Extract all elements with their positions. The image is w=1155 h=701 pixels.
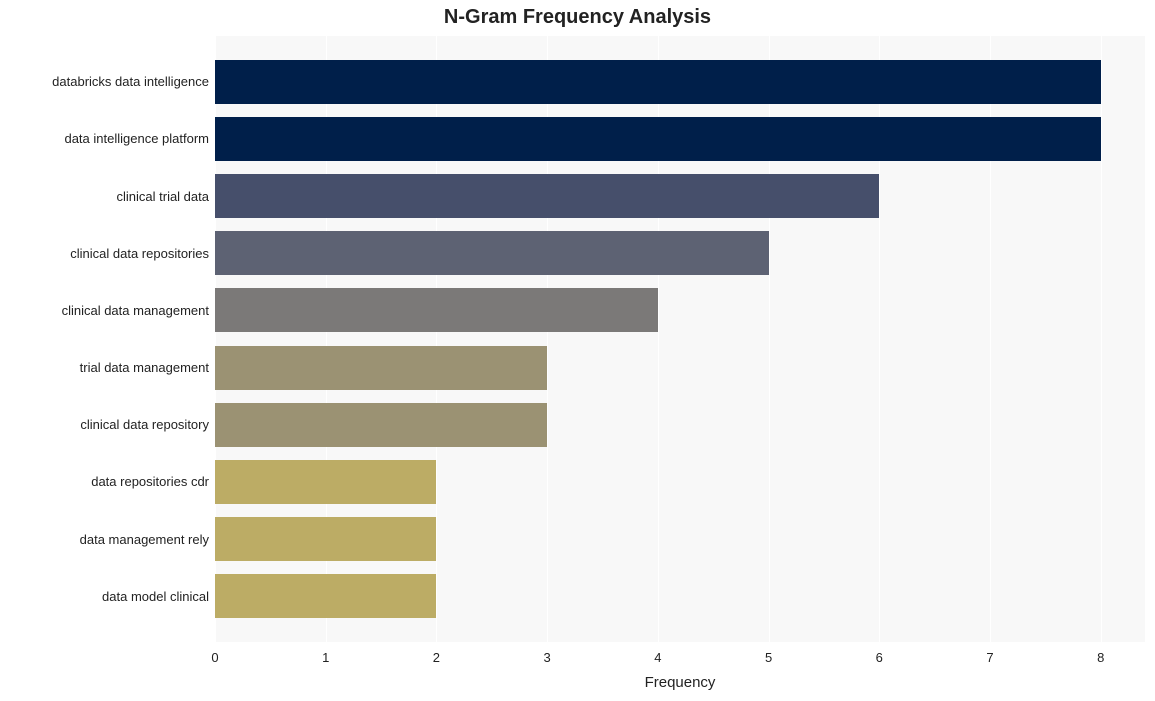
x-tick-label: 5 [765,650,772,665]
x-tick-label: 2 [433,650,440,665]
x-tick-label: 0 [211,650,218,665]
y-tick-label: clinical trial data [117,190,210,203]
y-tick-label: data management rely [80,533,209,546]
y-tick-label: databricks data intelligence [52,75,209,88]
y-tick-label: data model clinical [102,590,209,603]
x-tick-label: 4 [654,650,661,665]
x-tick-label: 7 [986,650,993,665]
ngram-frequency-chart: N-Gram Frequency Analysis Frequency 0 1 2 3… [0,0,1155,701]
y-tick-label: trial data management [80,361,209,374]
bar-row [215,403,1145,447]
bar [215,517,436,561]
bar [215,174,879,218]
bar-row [215,517,1145,561]
bar [215,460,436,504]
bar-row [215,460,1145,504]
bar [215,346,547,390]
x-tick-label: 1 [322,650,329,665]
x-tick-label: 8 [1097,650,1104,665]
bar-row [215,288,1145,332]
x-axis-title: Frequency [215,674,1145,691]
bar [215,288,658,332]
bar-row [215,60,1145,104]
plot-area [215,36,1145,642]
bar-row [215,346,1145,390]
y-tick-label: clinical data repositories [70,247,209,260]
bar-row [215,574,1145,618]
chart-title: N-Gram Frequency Analysis [0,6,1155,29]
bar-row [215,174,1145,218]
bar [215,117,1101,161]
bar [215,60,1101,104]
x-tick-label: 6 [876,650,883,665]
bar-row [215,231,1145,275]
y-tick-label: data repositories cdr [91,475,209,488]
y-tick-label: clinical data management [62,304,209,317]
bar [215,574,436,618]
y-tick-label: data intelligence platform [64,132,209,145]
y-tick-label: clinical data repository [80,418,209,431]
x-tick-label: 3 [544,650,551,665]
bar [215,231,769,275]
bar [215,403,547,447]
bar-row [215,117,1145,161]
